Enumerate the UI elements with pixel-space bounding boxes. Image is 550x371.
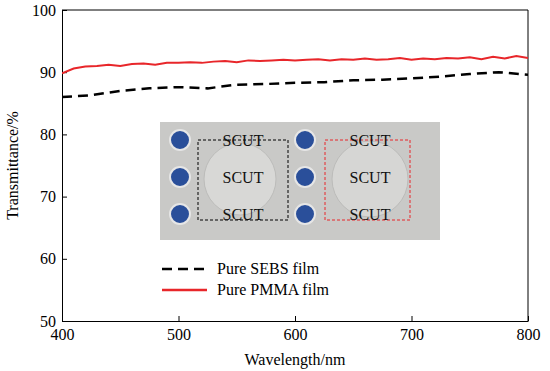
logo <box>170 130 190 150</box>
logo <box>295 167 315 187</box>
tick-label: 500 <box>167 326 191 343</box>
plot: 4005006007008005060708090100SCUTSCUTSCUT… <box>32 2 541 344</box>
tick-mark <box>62 321 67 322</box>
legend-label: Pure SEBS film <box>217 260 320 277</box>
inset-label: SCUT <box>350 206 391 223</box>
inset-label: SCUT <box>223 169 264 186</box>
logo <box>295 130 315 150</box>
x-axis: 400500600700800 <box>51 316 541 343</box>
tick-label: 700 <box>400 326 424 343</box>
tick: 800 <box>517 316 541 343</box>
inset-background <box>160 122 440 240</box>
tick-mark <box>295 316 296 321</box>
inset-label: SCUT <box>223 206 264 223</box>
tick-mark <box>62 134 67 135</box>
tick-label: 800 <box>517 326 541 343</box>
tick: 500 <box>167 316 191 343</box>
legend-label: Pure PMMA film <box>217 281 330 298</box>
inset-photo: SCUT SCUT SCUT SCUT SCUT SCUT <box>160 122 440 240</box>
tick-label: 50 <box>40 313 56 330</box>
y-axis: 50 60 70 80 90 100 <box>32 2 67 330</box>
legend: Pure SEBS film Pure PMMA film <box>162 260 330 298</box>
tick: 60 <box>40 250 67 267</box>
tick-label: 70 <box>40 188 56 205</box>
logo <box>170 167 190 187</box>
frame-right <box>528 10 529 321</box>
tick-label: 90 <box>40 64 56 81</box>
tick: 50 <box>40 313 67 330</box>
y-axis-title: Transmittance/% <box>4 111 21 220</box>
tick-mark <box>62 197 67 198</box>
inset-label: SCUT <box>350 132 391 149</box>
tick-mark <box>179 316 180 321</box>
series-group <box>62 56 528 97</box>
series-line <box>62 72 528 97</box>
tick: 70 <box>40 188 67 205</box>
logo <box>295 204 315 224</box>
inset-label: SCUT <box>223 132 264 149</box>
chart: 4005006007008005060708090100SCUTSCUTSCUT… <box>0 0 550 371</box>
frame-top <box>62 10 528 11</box>
tick-label: 100 <box>32 2 56 19</box>
tick-mark <box>412 316 413 321</box>
series-line <box>62 56 528 73</box>
axis-line <box>63 321 529 322</box>
tick-mark <box>62 259 67 260</box>
film-sebs <box>204 143 276 215</box>
inset-label: SCUT <box>350 169 391 186</box>
tick-label: 80 <box>40 126 56 143</box>
axis-line <box>62 11 63 322</box>
legend-swatch <box>162 289 207 292</box>
tick: 600 <box>284 316 308 343</box>
tick: 80 <box>40 126 67 143</box>
tick-label: 60 <box>40 250 56 267</box>
tick-mark <box>528 316 529 321</box>
tick-label: 600 <box>284 326 308 343</box>
logo <box>170 204 190 224</box>
tick: 700 <box>400 316 424 343</box>
x-axis-title: Wavelength/nm <box>245 351 346 369</box>
tick: 100 <box>32 2 67 19</box>
legend-swatch <box>162 268 207 271</box>
tick-mark <box>62 10 67 11</box>
